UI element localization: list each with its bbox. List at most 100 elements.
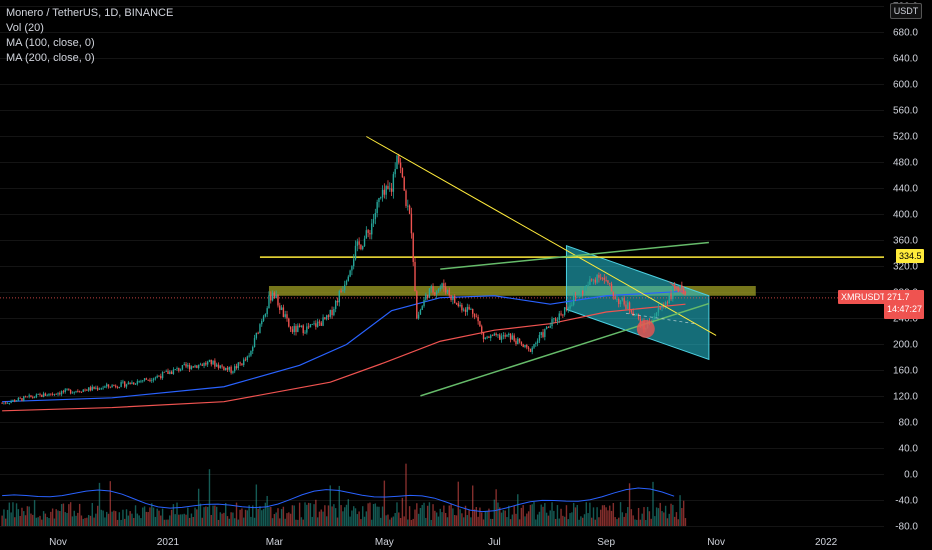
volume-bar: [39, 515, 41, 526]
candle-body: [416, 291, 418, 319]
candle-body: [538, 334, 541, 341]
candle-body: [167, 371, 169, 374]
volume-bar: [311, 516, 313, 526]
price-tick-label: 680.0: [893, 28, 918, 39]
volume-bar: [124, 518, 126, 526]
legend-ma100[interactable]: MA (100, close, 0): [6, 37, 95, 49]
volume-bar: [583, 514, 586, 526]
volume-bar: [291, 505, 294, 526]
legend-ma200[interactable]: MA (200, close, 0): [6, 52, 95, 64]
volume-bar: [526, 513, 528, 526]
chart-legend: Monero / TetherUS, 1D, BINANCE Vol (20) …: [6, 6, 173, 66]
time-tick-label: Mar: [266, 537, 284, 548]
candle-body: [221, 365, 223, 367]
candle-body: [392, 174, 395, 192]
volume-bar: [261, 510, 263, 526]
candle-body: [612, 291, 615, 297]
volume-bar: [594, 519, 597, 526]
legend-title[interactable]: Monero / TetherUS, 1D, BINANCE: [6, 7, 174, 19]
volume-bar: [109, 481, 112, 526]
candle-body: [453, 296, 456, 303]
candle-body: [531, 347, 533, 352]
volume-bar: [504, 510, 506, 526]
volume-bar: [499, 507, 501, 526]
yellow-descending-trendline: [366, 136, 717, 336]
candle-body: [351, 266, 353, 271]
volume-bar: [414, 509, 416, 526]
volume-bar: [610, 510, 613, 526]
volume-bar: [646, 506, 649, 526]
volume-bar: [203, 507, 205, 526]
candle-body: [518, 338, 521, 342]
candle-body: [336, 300, 339, 303]
candle-body: [654, 316, 656, 320]
candle-body: [291, 329, 294, 333]
price-tick-label: -80.0: [895, 522, 918, 533]
volume-bar: [616, 519, 618, 526]
candle-body: [136, 381, 139, 384]
candle-body: [165, 371, 167, 372]
candle-body: [306, 326, 308, 333]
volume-bar: [138, 515, 140, 526]
currency-unit-button[interactable]: USDT: [890, 3, 922, 19]
volume-bar: [531, 504, 533, 526]
candle-body: [495, 333, 497, 335]
candle-body: [41, 394, 43, 397]
volume-bar: [477, 516, 479, 526]
candle-body: [212, 360, 214, 365]
candle-body: [558, 313, 560, 320]
candle-body: [24, 396, 27, 398]
volume-bar: [6, 509, 9, 526]
candle-body: [591, 279, 593, 281]
candle-body: [396, 155, 398, 169]
candle-body: [105, 384, 108, 387]
candle-body: [50, 393, 52, 395]
candle-body: [163, 371, 166, 373]
candle-body: [491, 335, 494, 337]
volume-bar: [152, 507, 155, 526]
candle-body: [217, 364, 220, 368]
volume-bar: [673, 516, 676, 526]
volume-bar: [558, 518, 560, 526]
candle-body: [261, 320, 263, 325]
candle-body: [544, 329, 546, 337]
volume-bar: [621, 512, 624, 526]
volume-bar: [343, 507, 346, 526]
candle-body: [170, 371, 173, 375]
candle-body: [37, 394, 39, 395]
candle-body: [138, 381, 140, 382]
volume-bar: [479, 507, 481, 526]
candle-body: [502, 335, 505, 337]
price-tick-label: 400.0: [893, 210, 918, 221]
volume-bar: [264, 502, 267, 526]
volume-bar: [325, 516, 328, 526]
volume-bar: [679, 495, 681, 526]
candle-body: [68, 389, 70, 391]
candle-body: [401, 168, 404, 178]
candle-body: [383, 189, 386, 195]
candle-body: [576, 296, 578, 298]
candle-body: [358, 241, 360, 245]
candle-body: [461, 304, 463, 311]
volume-bar: [307, 502, 310, 526]
candle-body: [10, 401, 12, 403]
volume-bar: [540, 504, 542, 526]
legend-volume[interactable]: Vol (20): [6, 22, 44, 34]
candle-body: [320, 322, 322, 326]
candle-body: [87, 387, 90, 391]
candle-body: [21, 398, 23, 401]
volume-bar: [598, 517, 600, 526]
candle-body: [60, 391, 63, 395]
price-tick-label: 360.0: [893, 236, 918, 247]
candle-body: [419, 309, 422, 315]
candle-body: [428, 288, 431, 298]
volume-bar: [578, 519, 580, 526]
volume-bar: [156, 508, 158, 526]
volume-bar: [232, 512, 234, 526]
volume-bar: [637, 507, 640, 526]
candle-body: [187, 365, 189, 367]
candle-body: [161, 371, 164, 379]
volume-bar: [401, 497, 404, 526]
